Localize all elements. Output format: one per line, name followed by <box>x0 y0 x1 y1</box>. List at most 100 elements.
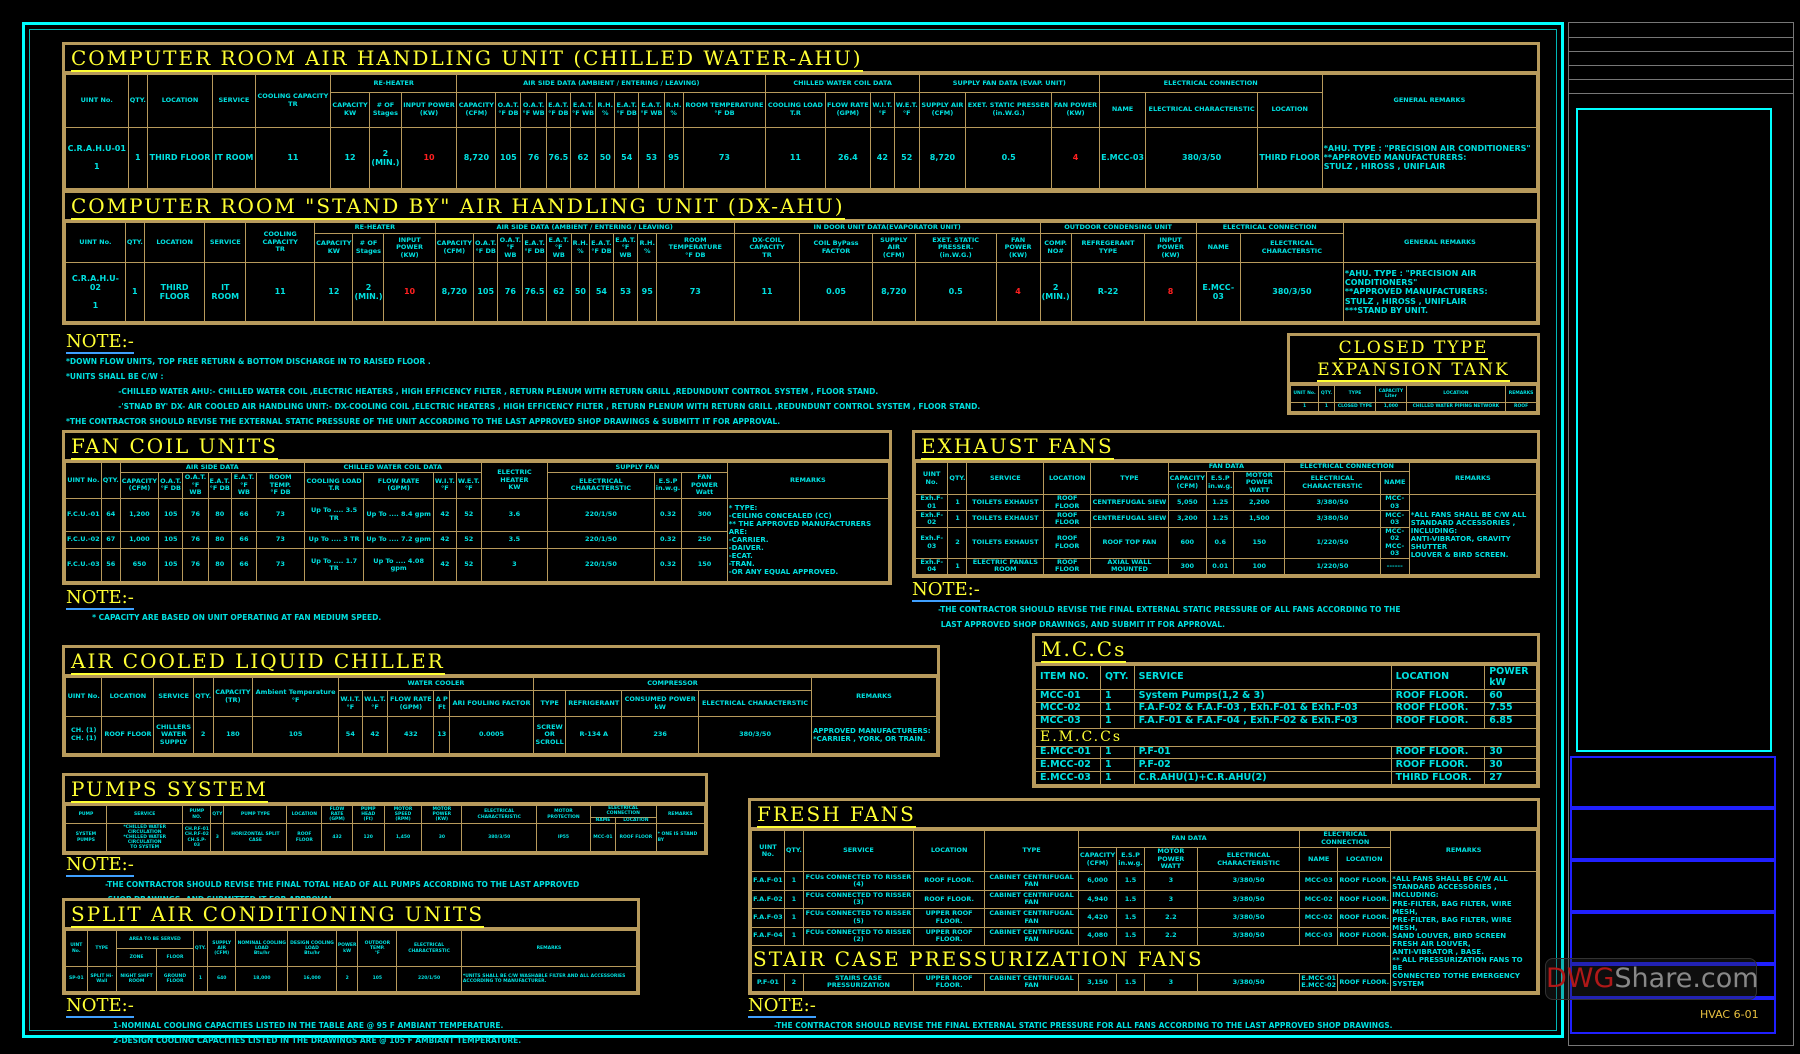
table-cell: 1 <box>124 262 145 322</box>
table-cell: STAIRS CASE PRESSURIZATION <box>802 972 915 993</box>
table-cell: 0.32 <box>653 498 683 532</box>
column-header: W.I.T. °F <box>870 92 895 128</box>
note-label: NOTE:- <box>66 854 134 877</box>
table-cell: 53 <box>612 262 639 322</box>
title-block-cell <box>1570 756 1776 808</box>
table-cell: 62 <box>545 262 572 322</box>
table-cell: 1 <box>1318 401 1335 413</box>
table-cell: 76 <box>182 498 209 532</box>
column-header: MOTOR PROTECTION <box>536 804 591 825</box>
column-header: COMP. NO# <box>1039 232 1072 264</box>
column-header: CAPACITY KW <box>330 92 371 128</box>
table-cell: 6.85 <box>1484 714 1537 729</box>
table-row: F.A.F-03 1 FCUs CONNECTED TO RISSER (5) UPP… <box>751 908 1537 928</box>
table-cell: TOILETS EXHAUST <box>966 526 1045 559</box>
table-cell: 105 <box>357 966 398 992</box>
table-cell: F.A.F-02 & F.A.F-03 , Exh.F-01 & Exh.F-0… <box>1133 702 1392 716</box>
column-header: ELECTRICAL CHARACTERSTIC <box>547 471 655 500</box>
column-header: TYPE <box>1090 461 1169 496</box>
table-cell: THIRD FLOOR <box>1256 126 1323 190</box>
table-cell: MCC-03 <box>1299 871 1339 891</box>
table-cell: 76 <box>182 548 209 582</box>
table-cell: 1.5 <box>1116 871 1145 891</box>
column-header: UNIT No. <box>1289 385 1320 403</box>
table-cell: 42 <box>432 530 457 550</box>
column-header: SERVICE <box>966 461 1045 496</box>
table-cell: IP55 <box>536 823 591 852</box>
drawing-inner-border <box>29 29 1557 1031</box>
column-header: LOCATION <box>286 804 323 825</box>
table-cell: R-22 <box>1070 262 1146 322</box>
table-wrapper: UINT No. QTY. LOCATION SERVICE COOLING CAPAC… <box>65 73 1538 190</box>
table-cell: 50 <box>595 126 616 190</box>
column-header: CAPACITY (CFM) <box>119 471 160 500</box>
table-row: C.R.A.H.U-01 1 1 THIRD FLOOR IT ROOM 11 12 2 (… <box>65 126 1538 190</box>
table-cell: 220/1/50 <box>396 966 462 992</box>
schedule-title-text: SPLIT AIR CONDITIONING UNITS <box>71 902 485 928</box>
table-cell: 4 <box>1051 126 1100 190</box>
column-header: R.H. % <box>637 232 657 264</box>
table-cell: 42 <box>432 498 457 532</box>
table-cell: 1 <box>947 557 968 576</box>
table-cell: 66 <box>230 548 257 582</box>
note-line: -THE CONTRACTOR SHOULD REVISE THE FINAL … <box>748 1021 1393 1030</box>
column-header: PUMP HEAD (Ft) <box>351 804 385 825</box>
dxahu-schedule: COMPUTER ROOM "STAND BY" AIR HANDLING UN… <box>62 190 1540 325</box>
table-cell: MCC-03 <box>1379 510 1410 528</box>
table-cell: 3/380/50 <box>1196 972 1301 993</box>
column-header: QTY. <box>1318 385 1335 403</box>
table-cell: 1 <box>1099 771 1135 785</box>
note-line: -THE CONTRACTOR SHOULD REVISE THE FINAL … <box>912 605 1401 614</box>
note-line: *THE CONTRACTOR SHOULD REVISE THE EXTERN… <box>66 417 781 426</box>
fresh-fans-schedule: FRESH FANS UINT No. QTY. SERVICE LOCATION TYP… <box>748 798 1540 995</box>
table-cell: F.A.F-03 <box>751 908 785 928</box>
table-cell: 52 <box>455 498 482 532</box>
column-header: ARI FOULING FACTOR <box>449 690 534 717</box>
table-cell: 300 <box>681 498 728 532</box>
table-cell: 0.5 <box>964 126 1053 190</box>
table-cell: 42 <box>870 126 895 190</box>
column-header: QTY. <box>947 461 968 496</box>
column-header: LOCATION <box>143 221 206 264</box>
table-cell: 10 <box>400 126 458 190</box>
column-group-header: AIR SIDE DATA (AMBIENT / ENTERING / LEAV… <box>434 222 735 234</box>
table-cell: 105 <box>495 126 522 190</box>
column-header: FLOW RATE (GPM) <box>321 804 353 825</box>
table-cell: 1/220/50 <box>1284 557 1381 576</box>
table-cell: 5,050 <box>1167 494 1207 512</box>
table-cell: 42 <box>361 715 389 755</box>
table-cell: FCUs CONNECTED TO RISSER (4) <box>802 871 915 891</box>
schedule-title: EXHAUST FANS <box>915 433 1537 462</box>
table-cell: ROOF FLOOR. <box>1337 972 1392 993</box>
table-cell: 8,720 <box>434 262 474 322</box>
header-group-row: UINT No. QTY. LOCATION SERVICE COOLING CAPAC… <box>65 221 1538 264</box>
table-cell: P.F-01 <box>751 972 785 993</box>
column-header: SERVICE <box>212 74 256 128</box>
table-cell: 0.32 <box>653 548 683 582</box>
schedule-title: CLOSED TYPE EXPANSION TANK <box>1290 336 1537 385</box>
column-header: R.H. % <box>595 92 616 128</box>
column-header: SUPPLY AIR (CFM) <box>207 929 237 968</box>
column-header: COOLING LOAD T.R <box>303 471 365 500</box>
chiller-schedule: AIR COOLED LIQUID CHILLER UINT No. LOCATIO… <box>62 645 940 757</box>
column-header: R.H. % <box>663 92 684 128</box>
table-cell: C.R.A.H.U-02 1 <box>65 262 126 322</box>
table-cell: 220/1/50 <box>547 530 655 550</box>
column-header: QTY. <box>783 829 804 873</box>
table-cell: MCC-01 <box>1035 689 1101 704</box>
column-header: UINT No. <box>64 677 103 717</box>
schedule-title: M.C.Cs <box>1035 636 1537 665</box>
table-cell: 1,000 <box>119 530 160 550</box>
column-header: E.A.T. °F WB <box>230 471 257 500</box>
table-cell: 52 <box>455 530 482 550</box>
table-cell: Up To .... 7.2 gpm <box>363 530 434 550</box>
table-cell: Up To .... 8.4 gpm <box>363 498 434 532</box>
title-block-cell <box>1570 964 1776 998</box>
column-header: OUTDOOR TEMP. °F <box>357 929 398 968</box>
drawing-border <box>22 22 1564 1038</box>
table-cell: 1.25 <box>1205 494 1235 512</box>
table-cell: 16,000 <box>287 966 337 992</box>
column-header: REMARKS <box>811 677 937 717</box>
table-cell: CABINET CENTRIFUGAL FAN <box>984 972 1079 993</box>
table-wrapper: UINT No. QTY. SERVICE LOCATION TYPE FAN DATA E… <box>750 829 1537 993</box>
